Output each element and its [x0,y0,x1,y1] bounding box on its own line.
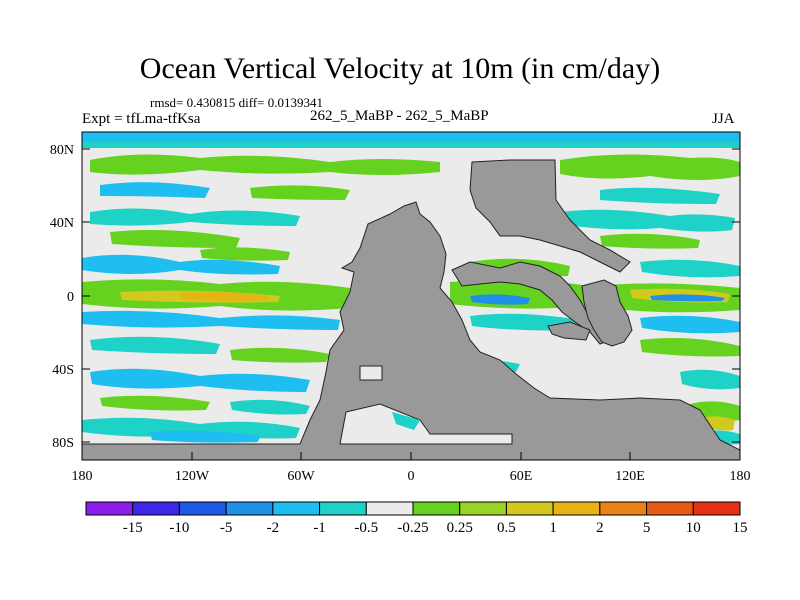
field-patch [230,399,310,415]
field-patch [82,254,280,275]
field-patch [560,154,740,180]
colorbar-label: -10 [169,520,189,536]
x-tick-label: 60W [287,469,315,484]
x-tick-label: 0 [408,469,415,484]
field-patch [90,154,440,175]
field-patch [90,336,220,354]
colorbar-swatch [692,501,741,516]
field-patch [82,132,740,142]
colorbar-label: -15 [123,520,143,536]
field-patch [100,395,210,411]
y-tick-label: 40N [50,216,74,231]
colorbar-label: 0.5 [497,520,516,536]
season-label: JJA [712,111,735,127]
field-patch [100,182,210,198]
field-patch [640,338,740,357]
colorbar-label: -5 [220,520,233,536]
ice-patch [339,403,513,445]
colorbar-label: 2 [596,520,604,536]
field-patch [82,417,300,439]
case-label: 262_5_MaBP - 262_5_MaBP [310,108,489,124]
colorbar-swatch [319,501,367,516]
land-masses [82,159,740,460]
land-polygon [82,201,740,460]
field-patch [90,208,300,226]
axis-ticks [81,148,741,460]
colorbar-swatch [85,501,134,516]
field-patch [180,292,270,301]
colorbar-swatch [178,501,227,516]
y-tick-label: 40S [52,363,74,378]
field-patch [640,315,740,334]
colorbar-labels: -15 -10 -5 -2 -1 -0.5 -0.25 0.25 0.5 1 2 5 10 15 [123,520,748,536]
field-patch [250,185,350,200]
x-tick-label: 60E [510,469,533,484]
field-patch [600,187,720,204]
colorbar-swatch [365,501,414,516]
colorbar-swatch [552,501,601,516]
colorbar-label: 5 [643,520,651,536]
x-tick-label: 120E [615,469,645,484]
land-polygon [581,279,633,347]
x-tick-label: 180 [72,469,93,484]
y-tick-label: 80N [50,143,74,158]
colorbar-label: -0.25 [397,520,428,536]
chart-title: Ocean Vertical Velocity at 10m (in cm/da… [139,52,661,85]
colorbar [85,501,741,516]
colorbar-swatch [412,501,461,516]
colorbar-label: 0.25 [447,520,473,536]
field-patch [650,294,725,302]
colorbar-swatch [505,501,554,516]
colorbar-label: -0.5 [354,520,378,536]
field-patch [90,368,310,392]
field-patch [230,347,330,363]
colorbar-label: -2 [267,520,280,536]
y-tick-label: 0 [67,290,74,305]
experiment-label: Expt = tfLma-tfKsa [82,111,201,127]
colorbar-swatch [646,501,694,516]
colorbar-swatch [225,501,274,516]
field-patch [200,247,290,261]
ice-patch [359,365,383,381]
x-tick-label: 120W [175,469,210,484]
colorbar-swatch [459,501,507,516]
colorbar-swatch [599,501,648,516]
field-patch [640,259,740,278]
field-patch [82,142,740,148]
colorbar-label: -1 [313,520,326,536]
land-polygon [469,159,631,273]
colorbar-label: 1 [549,520,557,536]
field-patch [110,230,240,248]
field-patch [82,310,340,330]
field-patch [600,233,700,249]
field-patch [150,430,260,443]
field-patch [680,369,740,390]
colorbar-swatch [272,501,321,516]
colorbar-label: 10 [686,520,701,536]
velocity-field [82,132,740,445]
colorbar-swatch [132,501,180,516]
field-patch [470,294,530,305]
ice-patch [392,412,420,430]
colorbar-label: 15 [733,520,748,536]
x-tick-label: 180 [730,469,751,484]
y-tick-label: 80S [52,436,74,451]
field-patch [560,209,735,232]
land-polygon [547,321,591,341]
stats-label: rmsd= 0.430815 diff= 0.0139341 [150,95,323,110]
